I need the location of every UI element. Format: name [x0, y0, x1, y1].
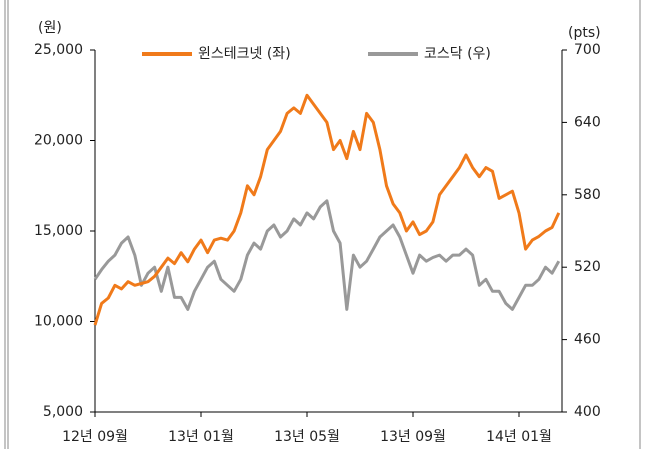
y2-axis-unit: (pts): [568, 25, 601, 41]
legend-label: 윈스테크넷 (좌): [198, 46, 291, 62]
x-tick-label: 13년 05월: [274, 429, 340, 445]
y2-tick-label: 400: [574, 404, 601, 420]
y2-tick-label: 460: [574, 332, 601, 348]
legend-label: 코스닥 (우): [424, 46, 491, 62]
y-tick-label: 25,000: [34, 42, 83, 58]
y2-tick-label: 580: [574, 187, 601, 203]
y-tick-label: 20,000: [34, 133, 83, 149]
y2-tick-label: 700: [574, 42, 601, 58]
x-tick-label: 12년 09월: [62, 429, 128, 445]
x-tick-label: 13년 01월: [168, 429, 234, 445]
x-tick-label: 13년 09월: [380, 429, 446, 445]
y-tick-label: 15,000: [34, 223, 83, 239]
x-tick-label: 14년 01월: [486, 429, 552, 445]
y-tick-label: 10,000: [34, 314, 83, 330]
y2-tick-label: 640: [574, 114, 601, 130]
series-line: [93, 199, 561, 311]
y2-tick-label: 520: [574, 259, 601, 275]
y-tick-label: 5,000: [43, 404, 83, 420]
y-axis-unit: (원): [38, 20, 62, 36]
series-line: [93, 93, 561, 326]
